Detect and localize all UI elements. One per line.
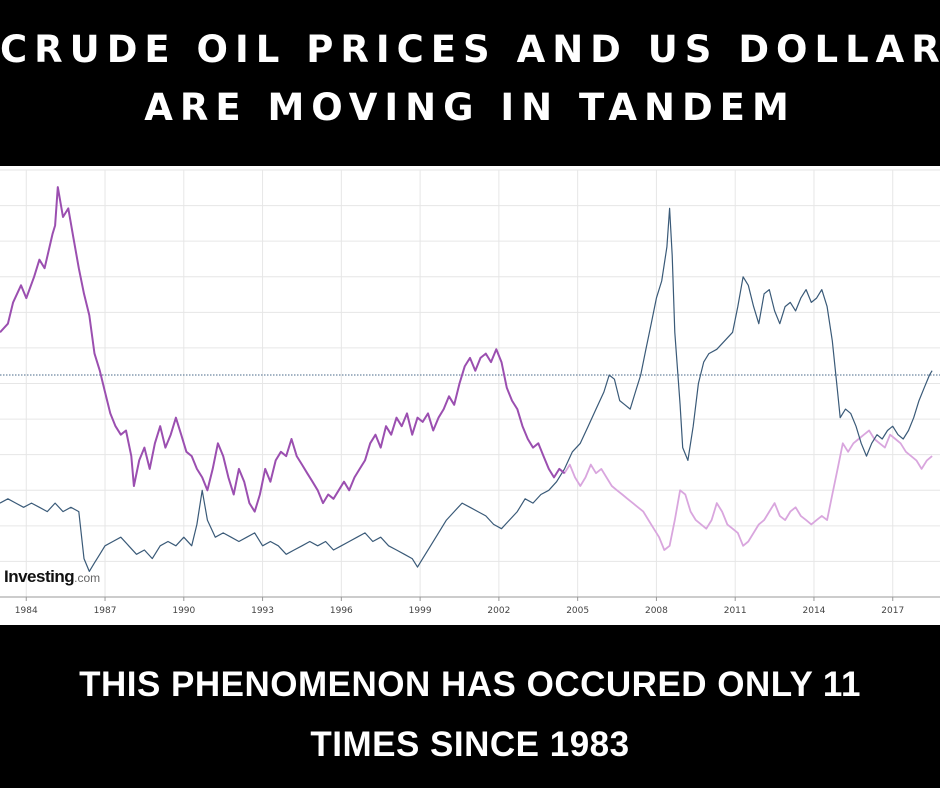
- grid-lines: [0, 169, 940, 598]
- series-group: [0, 186, 933, 572]
- x-tick-label: 1996: [330, 606, 353, 616]
- x-tick-label: 1990: [172, 606, 195, 616]
- series-dollar-line: [0, 186, 566, 513]
- x-tick-label: 2011: [724, 606, 747, 616]
- x-tick-label: 2005: [566, 606, 589, 616]
- headline-line-1: CRUDE OIL PRICES AND US DOLLAR: [0, 28, 940, 71]
- logo-suffix: .com: [74, 571, 101, 585]
- x-axis: 1984 1987 1990 1993 1996 1999 2002 2005 2008 2011…: [0, 596, 940, 616]
- x-tick-label: 1999: [409, 606, 432, 616]
- footer-line-2: TIMES SINCE 1983: [310, 725, 630, 764]
- headline-line-2: ARE MOVING IN TANDEM: [144, 86, 796, 129]
- x-tick-label: 1984: [15, 606, 38, 616]
- x-tick-label: 2002: [487, 606, 510, 616]
- series-dollar-line-faded: [558, 429, 933, 551]
- investing-logo: Investing.com: [4, 567, 100, 587]
- chart-panel: 1984 1987 1990 1993 1996 1999 2002 2005 2008 2011…: [0, 166, 940, 625]
- logo-main-text: Investing: [4, 567, 75, 586]
- footer-band: THIS PHENOMENON HAS OCCURED ONLY 11 TIME…: [0, 625, 940, 788]
- series-oil-line: [0, 207, 933, 572]
- x-tick-label: 1993: [251, 606, 274, 616]
- x-tick-label: 2008: [645, 606, 668, 616]
- footer-line-1: THIS PHENOMENON HAS OCCURED ONLY 11: [79, 665, 861, 704]
- x-tick-label: 2017: [881, 606, 904, 616]
- x-tick-label: 1987: [94, 606, 117, 616]
- x-tick-label: 2014: [803, 606, 826, 616]
- line-chart: 1984 1987 1990 1993 1996 1999 2002 2005 2008 2011…: [0, 169, 940, 616]
- title-band: CRUDE OIL PRICES AND US DOLLAR ARE MOVIN…: [0, 0, 940, 165]
